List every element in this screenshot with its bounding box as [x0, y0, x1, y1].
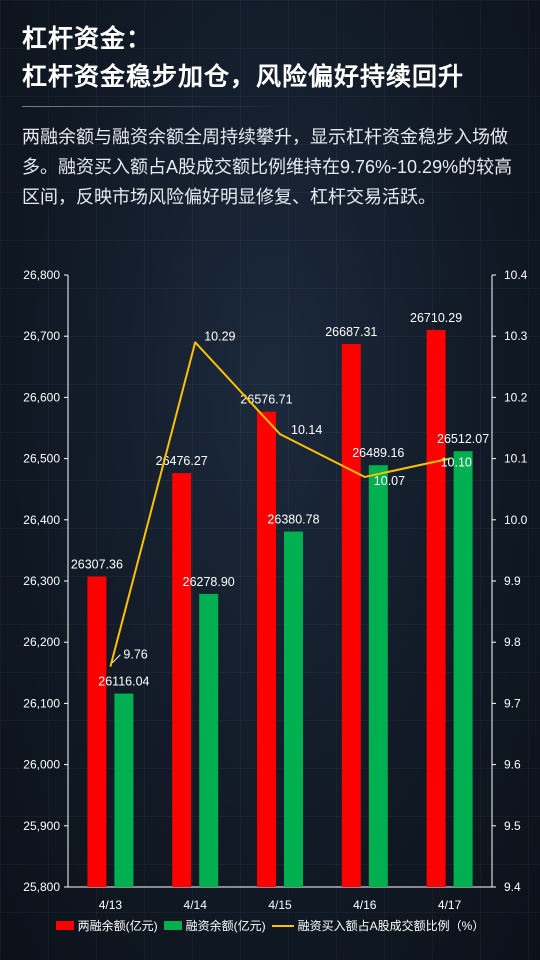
- page-title: 杠杆资金： 杠杆资金稳步加仓，风险偏好持续回升: [22, 20, 522, 96]
- right-axis-tick-label: 9.6: [504, 758, 521, 772]
- legend-label: 两融余额(亿元): [77, 919, 158, 933]
- bar-value-label-financing: 26380.78: [267, 513, 319, 527]
- legend-swatch-line: [271, 924, 294, 927]
- x-axis-tick-label: 4/17: [438, 898, 462, 912]
- left-axis-tick-label: 26,000: [23, 758, 60, 772]
- left-axis-tick-label: 25,900: [23, 819, 60, 833]
- bar-financing-balance: [114, 693, 134, 887]
- chart-legend: 两融余额(亿元) 融资余额(亿元) 融资买入额占A股成交额比例（%）: [0, 917, 540, 934]
- legend-label: 融资余额(亿元): [185, 919, 266, 933]
- right-axis-tick-label: 9.7: [504, 696, 521, 710]
- right-axis-tick-label: 10.1: [504, 452, 528, 466]
- bar-value-label-margin: 26576.71: [240, 393, 292, 407]
- left-axis-tick-label: 26,500: [23, 452, 60, 466]
- legend-label: 融资买入额占A股成交额比例（%）: [297, 919, 485, 933]
- right-axis-tick-label: 9.4: [504, 880, 521, 894]
- bar-financing-balance: [284, 531, 303, 887]
- right-axis-tick-label: 10.0: [504, 513, 528, 527]
- bar-value-label-financing: 26116.04: [98, 675, 149, 689]
- combo-chart: 25,800 25,900 26,000 26,100 26,200 26,300 26,4…: [23, 268, 528, 912]
- left-axis-tick-label: 26,800: [23, 268, 60, 282]
- title-line-2: 杠杆资金稳步加仓，风险偏好持续回升: [22, 63, 465, 91]
- right-axis-tick-label: 10.3: [504, 329, 528, 343]
- bar-value-label-margin: 26710.29: [410, 311, 462, 325]
- x-axis-tick-label: 4/16: [353, 898, 377, 912]
- bar-margin-balance: [257, 411, 276, 887]
- legend-swatch-red: [55, 921, 74, 930]
- legend-item-margin-balance: 两融余额(亿元): [55, 917, 158, 934]
- bar-value-label-financing: 26512.07: [437, 432, 489, 446]
- bar-financing-balance: [368, 465, 388, 887]
- left-axis-tick-label: 26,600: [23, 390, 60, 404]
- bar-financing-balance: [453, 451, 473, 887]
- right-axis-tick-label: 10.2: [504, 390, 528, 404]
- line-value-label: 10.07: [374, 474, 405, 488]
- bar-financing-balance: [199, 593, 219, 887]
- ratio-line: [109, 341, 450, 667]
- bar-value-label-margin: 26307.36: [71, 557, 123, 571]
- line-label-leader: [112, 654, 121, 664]
- left-axis-tick-label: 26,400: [23, 513, 60, 527]
- bar-value-label-margin: 26687.31: [325, 325, 377, 339]
- bar-value-label-financing: 26489.16: [352, 446, 404, 460]
- bar-value-label-financing: 26278.90: [183, 575, 235, 589]
- bar-margin-balance: [87, 576, 107, 887]
- line-value-label: 10.10: [441, 456, 472, 470]
- x-axis-tick-label: 4/15: [268, 898, 292, 912]
- title-line-1: 杠杆资金：: [22, 25, 153, 53]
- bar-margin-balance: [341, 343, 361, 887]
- line-value-label: 10.29: [204, 329, 235, 343]
- x-axis-tick-label: 4/14: [184, 898, 208, 912]
- legend-item-financing-balance: 融资余额(亿元): [163, 917, 266, 934]
- line-value-label: 10.14: [291, 423, 322, 437]
- right-axis-tick-label: 9.9: [504, 574, 521, 588]
- left-axis-tick-label: 26,100: [23, 696, 60, 710]
- bar-value-label-margin: 26476.27: [156, 454, 208, 468]
- description-text: 两融余额与融资余额全周持续攀升，显示杠杆资金稳步入场做多。融资买入额占A股成交额…: [22, 127, 513, 207]
- right-axis-tick-label: 10.4: [504, 268, 528, 282]
- x-axis-tick-label: 4/13: [99, 898, 123, 912]
- line-value-label: 9.76: [123, 648, 147, 662]
- left-axis-tick-label: 25,800: [23, 880, 60, 894]
- legend-item-ratio: 融资买入额占A股成交额比例（%）: [271, 917, 485, 934]
- right-axis-tick-label: 9.5: [504, 819, 521, 833]
- left-axis-tick-label: 26,700: [23, 329, 60, 343]
- bar-margin-balance: [172, 473, 192, 887]
- bar-margin-balance: [426, 329, 446, 887]
- left-axis-tick-label: 26,200: [23, 635, 60, 649]
- legend-swatch-green: [163, 921, 182, 930]
- left-axis-tick-label: 26,300: [23, 574, 60, 588]
- right-axis-tick-label: 9.8: [504, 635, 521, 649]
- title-divider: [22, 106, 280, 107]
